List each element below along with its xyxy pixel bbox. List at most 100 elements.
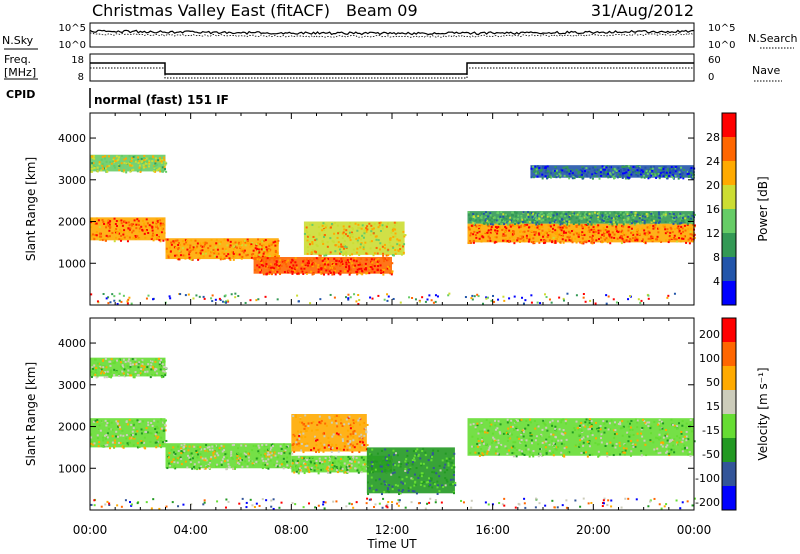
power-colorbar-tick-label: 24 xyxy=(706,155,720,168)
power-cell xyxy=(128,236,131,239)
velocity-cell xyxy=(113,445,116,448)
power-cell xyxy=(612,177,615,180)
velocity-cell xyxy=(484,501,487,504)
power-cell xyxy=(636,229,639,232)
velocity-cell xyxy=(606,451,609,454)
power-colorbar-cell xyxy=(722,113,736,137)
power-cell xyxy=(268,244,271,247)
velocity-cell xyxy=(315,464,318,467)
power-cell xyxy=(676,167,679,170)
velocity-cell xyxy=(407,468,410,471)
power-cell xyxy=(605,294,608,297)
velocity-cell xyxy=(524,427,527,430)
velocity-cell xyxy=(199,446,202,449)
velocity-cell xyxy=(507,431,510,434)
power-cell xyxy=(532,176,535,179)
power-cell xyxy=(561,169,564,172)
power-cell xyxy=(490,299,493,302)
velocity-cell xyxy=(261,467,264,470)
velocity-cell xyxy=(161,441,164,444)
velocity-cell xyxy=(251,449,254,452)
power-cell xyxy=(211,249,214,252)
power-cell xyxy=(541,167,544,170)
velocity-cell xyxy=(413,459,416,462)
power-cell xyxy=(161,159,164,162)
velocity-cell xyxy=(184,450,187,453)
power-cell xyxy=(650,235,653,238)
power-cell xyxy=(136,170,139,173)
power-cell xyxy=(473,295,476,298)
velocity-cell xyxy=(510,419,513,422)
velocity-cell xyxy=(357,464,360,467)
velocity-cell xyxy=(485,443,488,446)
velocity-cell xyxy=(143,436,146,439)
velocity-cell xyxy=(176,458,179,461)
velocity-cell xyxy=(556,506,559,509)
velocity-cell xyxy=(292,433,295,436)
power-cell xyxy=(514,215,517,218)
power-ytick-label: 4000 xyxy=(58,132,86,145)
power-cell xyxy=(343,245,346,248)
power-cell xyxy=(674,167,677,170)
velocity-cell xyxy=(412,450,415,453)
power-cell xyxy=(275,260,278,263)
velocity-cell xyxy=(189,453,192,456)
velocity-cell xyxy=(240,462,243,465)
power-cell xyxy=(201,249,204,252)
power-cell xyxy=(681,172,684,175)
velocity-cell xyxy=(507,432,510,435)
velocity-cell xyxy=(127,441,130,444)
power-cell xyxy=(257,248,260,251)
power-cell xyxy=(536,165,539,168)
power-cell xyxy=(511,230,514,233)
velocity-cell xyxy=(392,449,395,452)
velocity-cell xyxy=(563,447,566,450)
power-cell xyxy=(650,174,653,177)
velocity-cell xyxy=(498,445,501,448)
power-cell xyxy=(606,214,609,217)
power-cell xyxy=(503,299,506,302)
power-cell xyxy=(383,298,386,301)
velocity-cell xyxy=(622,425,625,428)
power-cell xyxy=(484,211,487,214)
power-cell xyxy=(329,271,332,274)
velocity-cell xyxy=(346,467,349,470)
power-cell xyxy=(624,168,627,171)
power-cell xyxy=(678,228,681,231)
power-cell xyxy=(325,269,328,272)
velocity-cell xyxy=(673,424,676,427)
power-cell xyxy=(128,160,131,163)
velocity-cell xyxy=(342,448,345,451)
power-cell xyxy=(602,234,605,237)
power-cell xyxy=(328,252,331,255)
power-cell xyxy=(397,239,400,242)
velocity-cell xyxy=(170,461,173,464)
velocity-cell xyxy=(413,490,416,493)
power-cell xyxy=(526,215,529,218)
power-cell xyxy=(474,219,477,222)
power-cell xyxy=(144,230,147,233)
power-cell xyxy=(393,221,396,224)
velocity-cell xyxy=(110,358,113,361)
power-cell xyxy=(562,241,565,244)
velocity-cell xyxy=(385,459,388,462)
velocity-cell xyxy=(313,447,316,450)
velocity-cell xyxy=(146,366,149,369)
velocity-cell xyxy=(328,459,331,462)
power-cell xyxy=(120,234,123,237)
power-cell xyxy=(617,166,620,169)
velocity-cell xyxy=(306,458,309,461)
velocity-cell xyxy=(207,463,210,466)
power-cell xyxy=(267,243,270,246)
power-cell xyxy=(631,221,634,224)
power-cell xyxy=(129,170,132,173)
velocity-cell xyxy=(676,427,679,430)
power-cell xyxy=(506,240,509,243)
power-cell xyxy=(529,236,532,239)
velocity-cell xyxy=(247,452,250,455)
velocity-cell xyxy=(327,457,330,460)
velocity-cell xyxy=(656,423,659,426)
power-cell xyxy=(386,265,389,268)
velocity-cell xyxy=(398,476,401,479)
velocity-cell xyxy=(500,443,503,446)
